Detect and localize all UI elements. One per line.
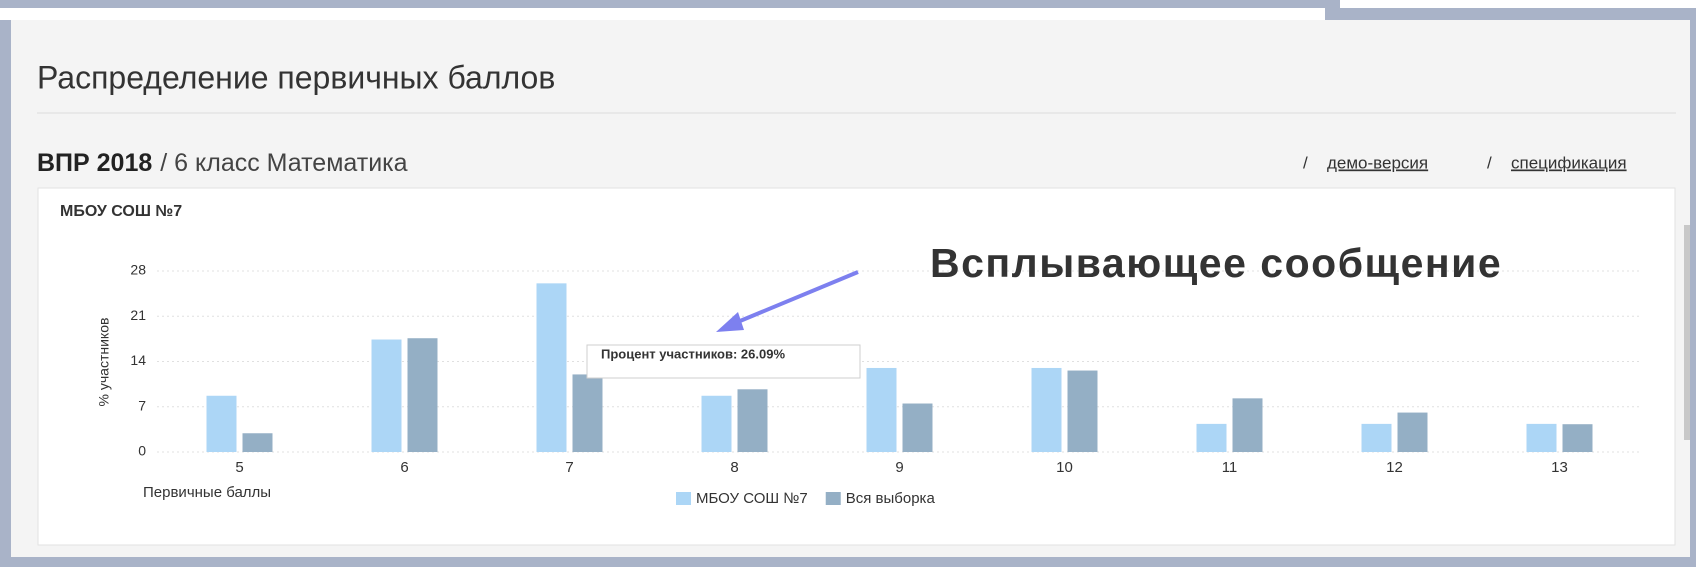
top-strip bbox=[0, 8, 1325, 20]
bar bbox=[242, 433, 273, 452]
arrow bbox=[727, 270, 859, 328]
x-tick-label: 7 bbox=[565, 459, 573, 476]
x-tick-label: 13 bbox=[1551, 459, 1568, 476]
top-strip-right bbox=[1340, 0, 1696, 8]
y-tick-label: 7 bbox=[138, 397, 146, 413]
bar bbox=[902, 403, 933, 452]
arrow-head bbox=[716, 312, 744, 332]
bar bbox=[206, 395, 237, 452]
y-axis-label: % участников bbox=[96, 318, 112, 407]
y-tick-label: 28 bbox=[130, 262, 146, 278]
legend-label: МБОУ СОШ №7 bbox=[696, 490, 808, 507]
y-tick-label: 0 bbox=[138, 443, 146, 459]
bar bbox=[1361, 423, 1392, 452]
bar bbox=[572, 374, 603, 452]
bar bbox=[1526, 423, 1557, 452]
link[interactable]: демо-версия bbox=[1327, 153, 1428, 172]
chart-title: МБОУ СОШ №7 bbox=[60, 203, 182, 220]
page-title: Распределение первичных баллов bbox=[37, 59, 555, 95]
tooltip-box bbox=[586, 344, 861, 379]
legend-swatch bbox=[676, 492, 691, 505]
x-tick-label: 6 bbox=[400, 459, 408, 476]
exam: ВПР 2018 bbox=[37, 149, 152, 177]
bar bbox=[536, 283, 567, 452]
x-tick-label: 11 bbox=[1222, 459, 1238, 476]
x-tick-label: 8 bbox=[730, 459, 738, 476]
tooltip-text: Процент участников: 26.09% bbox=[601, 346, 785, 361]
tooltip: Процент участников: 26.09% bbox=[586, 344, 861, 379]
x-tick-label: 10 bbox=[1056, 459, 1073, 476]
x-tick-label: 5 bbox=[235, 459, 243, 476]
sep: / bbox=[1303, 153, 1308, 172]
link[interactable]: спецификация bbox=[1511, 153, 1627, 172]
bar bbox=[1397, 412, 1428, 452]
legend-label: Вся выборка bbox=[846, 490, 936, 507]
bar bbox=[1067, 370, 1098, 452]
exam-heading: ВПР 2018 / 6 класс Математика bbox=[37, 149, 408, 177]
bar bbox=[737, 389, 768, 452]
bar bbox=[701, 395, 732, 452]
scrollbar bbox=[1684, 225, 1690, 440]
x-tick-label: 12 bbox=[1386, 459, 1403, 476]
annotation: Всплывающее сообщение bbox=[930, 240, 1502, 286]
bar bbox=[1232, 398, 1263, 452]
bar bbox=[371, 339, 402, 452]
x-axis-label: Первичные баллы bbox=[143, 484, 271, 501]
bar bbox=[407, 338, 438, 452]
bar bbox=[1031, 367, 1062, 452]
bar bbox=[1196, 423, 1227, 452]
legend-swatch bbox=[825, 492, 841, 505]
x-tick-label: 9 bbox=[895, 459, 903, 476]
plot: 0 7 14 21 28 5 6 7 8 9 10 11 12 13 МБОУ СОШ №7 Вся выбо… bbox=[130, 262, 1642, 507]
subject: / 6 класс Математика bbox=[160, 149, 407, 177]
bar bbox=[1562, 424, 1593, 452]
sep: / bbox=[1487, 153, 1492, 172]
y-tick-label: 14 bbox=[130, 352, 146, 368]
y-tick-label: 21 bbox=[130, 307, 146, 323]
bar bbox=[866, 367, 897, 452]
